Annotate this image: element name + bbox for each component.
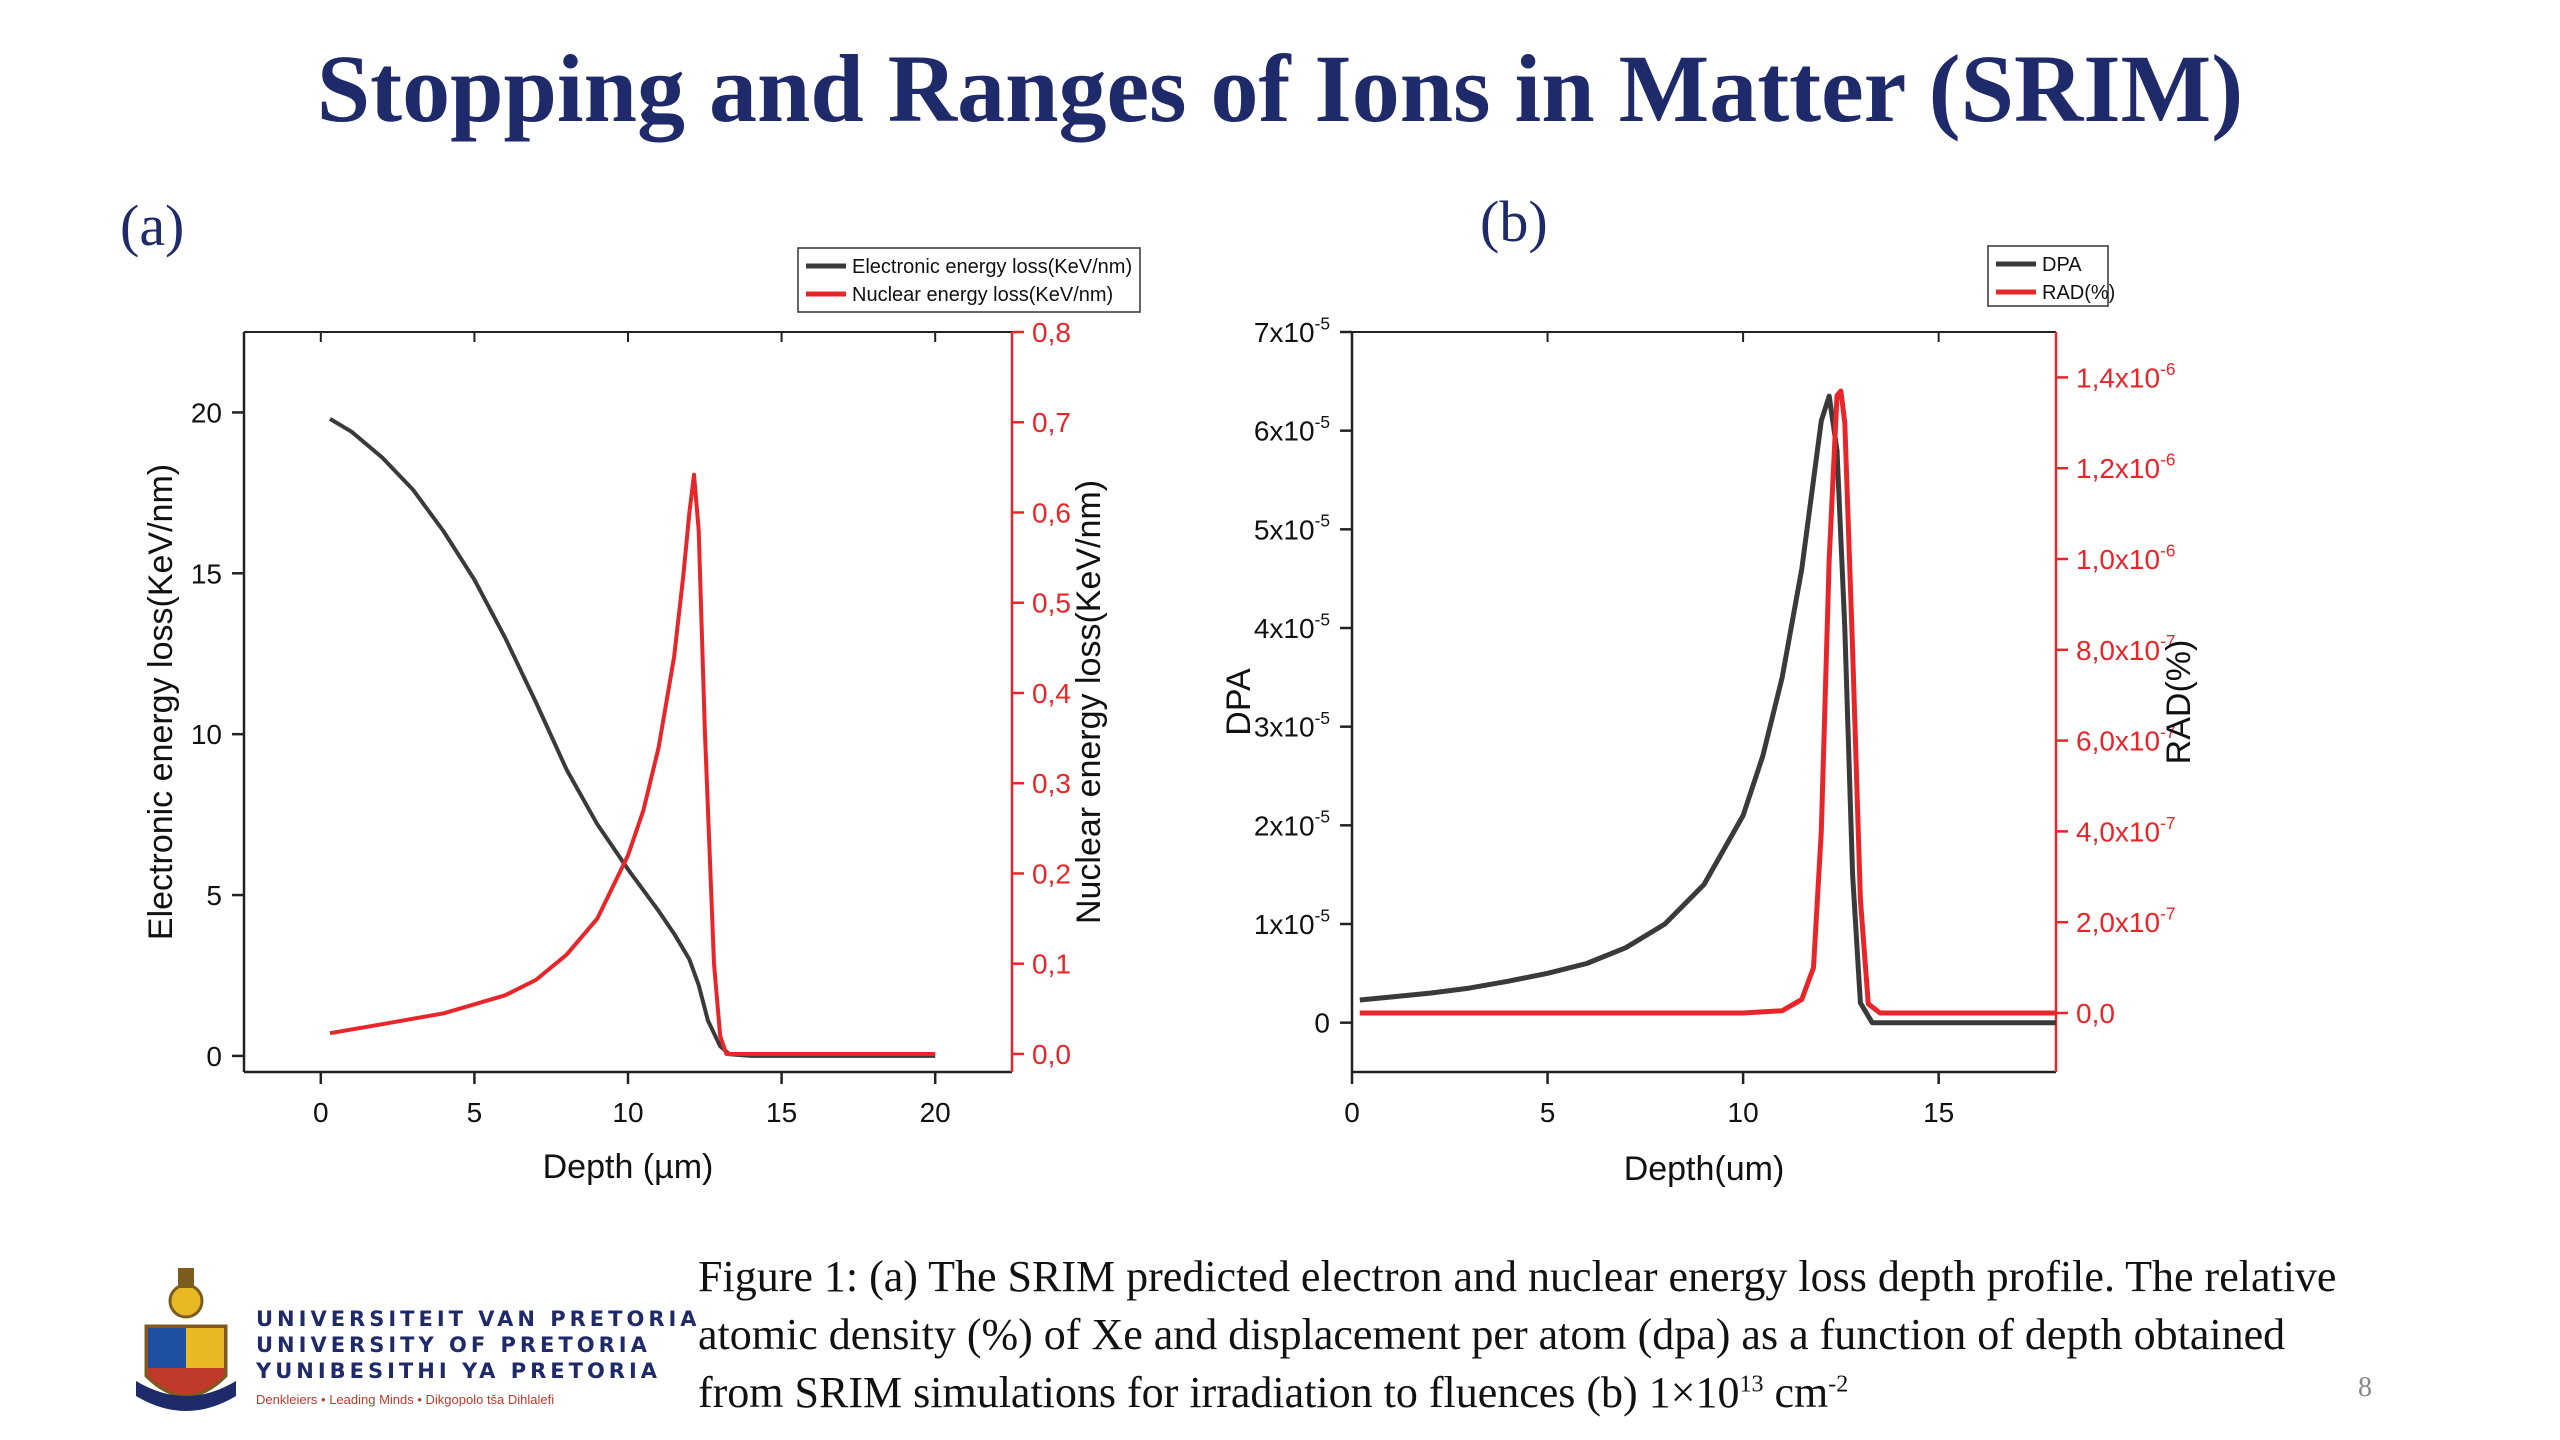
chart-a-x-tick-label: 20: [920, 1097, 951, 1128]
chart-b-y-tick-label: 7x10-5: [1254, 313, 1330, 348]
chart-b-x-tick-label: 10: [1728, 1097, 1759, 1128]
university-crest-icon: [136, 1268, 236, 1411]
chart-a-x-tick-label: 15: [766, 1097, 797, 1128]
slide-title: Stopping and Ranges of Ions in Matter (S…: [316, 35, 2244, 142]
chart-a-y-tick-label: 20: [191, 397, 222, 428]
chart-b-y-tick-label: 2x10-5: [1254, 807, 1330, 842]
chart-b-legend-box: [1987, 245, 2109, 307]
chart-b-y2-tick-label: 8,0x10-7: [2076, 631, 2176, 666]
chart-a-y-tick-label: 15: [191, 558, 222, 589]
chart-b-y2-tick-label: 1,4x10-6: [2076, 359, 2176, 394]
chart-a-x-axis-label: Depth (µm): [543, 1148, 714, 1186]
logo-line-1: UNIVERSITEIT VAN PRETORIA: [256, 1307, 701, 1331]
figure-caption: Figure 1: (a) The SRIM predicted electro…: [698, 1248, 2528, 1422]
caption-line-1: Figure 1: (a) The SRIM predicted electro…: [698, 1252, 2337, 1301]
chart-b-y-tick-label: 1x10-5: [1254, 905, 1330, 940]
chart-a-legend-box: [797, 247, 1141, 313]
chart-a-y2-tick-label: 0,0: [1032, 1039, 1071, 1070]
chart-b-y-axis-label: DPA: [1220, 668, 1258, 736]
chart-a-y2-tick-label: 0,3: [1032, 768, 1071, 799]
chart-a-y2-tick-label: 0,8: [1032, 317, 1071, 348]
university-logo: UNIVERSITEIT VAN PRETORIA UNIVERSITY OF …: [126, 1256, 697, 1426]
chart-a-y-tick-label: 0: [206, 1041, 222, 1072]
page-number: 8: [2358, 1372, 2372, 1403]
chart-a-y2-tick-label: 0,2: [1032, 858, 1071, 889]
chart-b-y2-tick-label: 2,0x10-7: [2076, 904, 2176, 939]
chart-b-y-tick-label: 6x10-5: [1254, 412, 1330, 447]
chart-a-x-tick-label: 5: [467, 1097, 483, 1128]
chart-b-y2-tick-label: 1,2x10-6: [2076, 450, 2176, 485]
panel-b-label: (b): [1480, 189, 1548, 254]
chart-b-legend-label: RAD(%): [2042, 282, 2115, 304]
logo-line-2: UNIVERSITY OF PRETORIA: [256, 1333, 651, 1357]
caption-exponent-13: 13: [1739, 1371, 1764, 1398]
caption-line-2: atomic density (%) of Xe and displacemen…: [698, 1310, 2286, 1359]
chart-b-y2-tick-label: 4,0x10-7: [2076, 813, 2176, 848]
chart-a-series-dark-line: [328, 417, 936, 1058]
chart-a-legend-label: Electronic energy loss(KeV/nm): [852, 256, 1132, 278]
chart-b-y-tick-label: 5x10-5: [1254, 511, 1330, 546]
chart-a-y-axis-label: Electronic energy loss(KeV/nm): [142, 464, 180, 940]
chart-a-y2-tick-label: 0,4: [1032, 678, 1071, 709]
caption-unit: cm: [1763, 1368, 1829, 1417]
chart-b-x-tick-label: 0: [1344, 1097, 1360, 1128]
chart-b-series-dark-line: [1359, 393, 2056, 1026]
chart-b-y2-tick-label: 1,0x10-6: [2076, 540, 2176, 575]
chart-b-y2-axis-label: RAD(%): [2160, 640, 2198, 765]
chart-a-series-red-line: [329, 472, 936, 1056]
caption-exponent-minus2: -2: [1828, 1371, 1849, 1398]
chart-b-x-tick-label: 5: [1540, 1097, 1556, 1128]
chart-a-y-tick-label: 10: [191, 719, 222, 750]
logo-line-3: YUNIBESITHI YA PRETORIA: [256, 1359, 662, 1383]
logo-motto: Denkleiers • Leading Minds • Dikgopolo t…: [256, 1392, 555, 1407]
chart-b-y-tick-label: 4x10-5: [1254, 609, 1330, 644]
chart-a-y2-tick-label: 0,6: [1032, 497, 1071, 528]
chart-a-x-tick-label: 10: [612, 1097, 643, 1128]
chart-b-x-axis-label: Depth(um): [1624, 1150, 1785, 1188]
chart-a-legend-label: Nuclear energy loss(KeV/nm): [852, 284, 1113, 306]
chart-b-y2-tick-label: 6,0x10-7: [2076, 722, 2176, 757]
chart-a-y2-axis-label: Nuclear energy loss(KeV/nm): [1070, 480, 1108, 924]
chart-b-series-red-line: [1359, 388, 2056, 1016]
caption-line-3: from SRIM simulations for irradiation to…: [698, 1364, 2528, 1422]
chart-b-y2-tick-label: 0,0: [2076, 998, 2115, 1029]
chart-a-y2-tick-label: 0,7: [1032, 407, 1071, 438]
chart-a-y2-tick-label: 0,5: [1032, 588, 1071, 619]
chart-a-y2-tick-label: 0,1: [1032, 949, 1071, 980]
panel-a-label: (a): [120, 193, 185, 258]
chart-a-x-tick-label: 0: [313, 1097, 329, 1128]
chart-b-x-tick-label: 15: [1923, 1097, 1954, 1128]
chart-a-y-tick-label: 5: [206, 880, 222, 911]
chart-b-y-tick-label: 0: [1314, 1008, 1330, 1039]
caption-line-3-text: from SRIM simulations for irradiation to…: [698, 1368, 1740, 1417]
chart-b-legend-label: DPA: [2042, 254, 2082, 276]
chart-b-y-tick-label: 3x10-5: [1254, 708, 1330, 743]
